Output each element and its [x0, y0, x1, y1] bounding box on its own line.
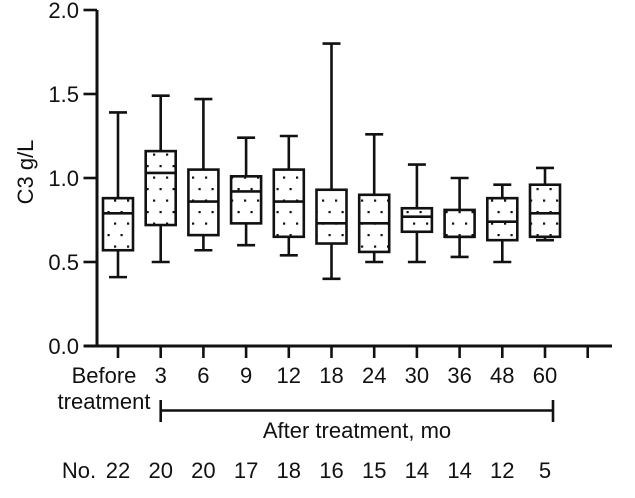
category-label: 6 [197, 363, 209, 388]
n-row: 22 20 20 17 18 16 15 14 14 12 5 [106, 458, 551, 483]
y-tick-label: 1.5 [48, 82, 79, 107]
iqr-box [272, 168, 306, 239]
n-value: 15 [362, 458, 386, 483]
iqr-box [101, 196, 135, 252]
iqr-box [528, 183, 562, 239]
category-label: 24 [362, 363, 386, 388]
n-value: 17 [234, 458, 258, 483]
n-value: 18 [277, 458, 301, 483]
iqr-box [400, 206, 434, 234]
iqr-box [229, 175, 263, 225]
category-label: 60 [533, 363, 557, 388]
n-value: 14 [405, 458, 429, 483]
y-tick-label: 2.0 [48, 0, 79, 23]
category-label: treatment [58, 389, 151, 414]
category-label: 36 [447, 363, 471, 388]
box-group [400, 163, 434, 264]
y-tick-label: 0.5 [48, 250, 79, 275]
n-value: 16 [319, 458, 343, 483]
box-group [315, 42, 348, 281]
iqr-box [485, 196, 519, 242]
box-group [144, 94, 177, 264]
box-group [101, 111, 135, 279]
iqr-box [443, 208, 476, 239]
n-value: 22 [106, 458, 130, 483]
n-value: 20 [148, 458, 172, 483]
category-label: 48 [490, 363, 514, 388]
category-label: 30 [405, 363, 429, 388]
y-axis-title: C3 g/L [13, 140, 38, 205]
box-group [528, 166, 562, 242]
box-group [272, 134, 306, 257]
after-treatment-label: After treatment, mo [263, 418, 451, 443]
n-value: 5 [539, 458, 551, 483]
category-label: 3 [155, 363, 167, 388]
box-group [485, 183, 519, 264]
y-tick-label: 1.0 [48, 166, 79, 191]
category-label: Before [72, 363, 137, 388]
box-group [187, 97, 220, 252]
box-group [443, 176, 476, 259]
box-series [101, 42, 562, 281]
box-group [229, 136, 263, 247]
category-label: 18 [319, 363, 343, 388]
category-label: 12 [277, 363, 301, 388]
after-treatment-bracket [159, 400, 555, 422]
n-value: 20 [191, 458, 215, 483]
category-label: 9 [240, 363, 252, 388]
n-row-label: No. [62, 458, 96, 483]
iqr-box [315, 188, 348, 245]
n-value: 12 [490, 458, 514, 483]
iqr-box [144, 149, 177, 227]
axes: 0.0 0.5 1.0 1.5 2.0 [48, 0, 612, 359]
n-value: 14 [447, 458, 471, 483]
y-tick-label: 0.0 [48, 334, 79, 359]
box-group [357, 133, 391, 264]
